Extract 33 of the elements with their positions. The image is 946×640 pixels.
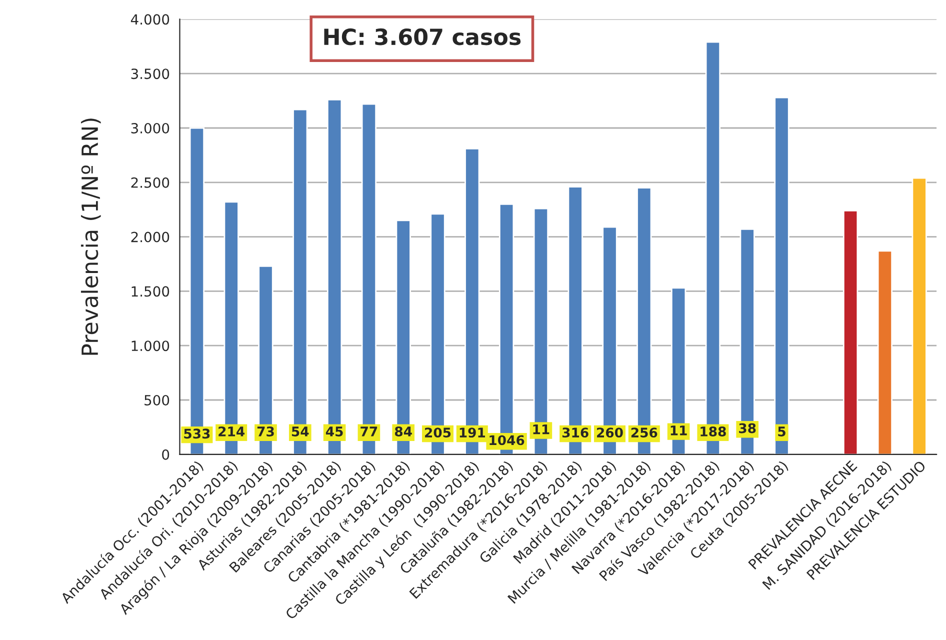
y-axis-title: Prevalencia (1/Nº RN) xyxy=(80,118,101,355)
annotation: 260 xyxy=(597,428,623,438)
annotation: 73 xyxy=(257,426,274,436)
y-tick-label: 2.000 xyxy=(131,232,170,242)
bar xyxy=(774,96,790,454)
annotation: 84 xyxy=(394,426,412,436)
annotation: 205 xyxy=(425,428,451,438)
annotation: 256 xyxy=(631,428,658,438)
y-tick-label: 500 xyxy=(144,394,170,406)
annotation: 11 xyxy=(670,426,687,436)
y-tick-label: 3.000 xyxy=(131,122,170,134)
bar xyxy=(912,177,927,454)
annotation: 5 xyxy=(778,426,786,436)
annotation: 54 xyxy=(292,426,309,436)
annotation: 45 xyxy=(326,426,343,436)
y-tick-label: 3.500 xyxy=(131,68,170,80)
annotation: 316 xyxy=(562,428,588,438)
annotation: 77 xyxy=(360,426,378,436)
y-tick-label: 1.000 xyxy=(132,340,170,352)
annotation: 11 xyxy=(533,424,550,434)
annotation: 188 xyxy=(700,426,726,436)
annotation: 1046 xyxy=(490,435,524,446)
annotation: 533 xyxy=(184,428,210,439)
annotation: 38 xyxy=(739,423,756,434)
y-tick-label: 2.500 xyxy=(131,177,170,188)
annotation: 214 xyxy=(218,426,245,436)
y-tick-label: 4.000 xyxy=(130,14,170,25)
annotation: 191 xyxy=(460,428,486,438)
bar xyxy=(842,210,858,454)
annotation: HC: 3.607 casos xyxy=(324,28,521,46)
y-tick-label: 0 xyxy=(162,449,170,460)
y-tick-label: 1.500 xyxy=(132,286,170,297)
bar xyxy=(877,250,893,454)
